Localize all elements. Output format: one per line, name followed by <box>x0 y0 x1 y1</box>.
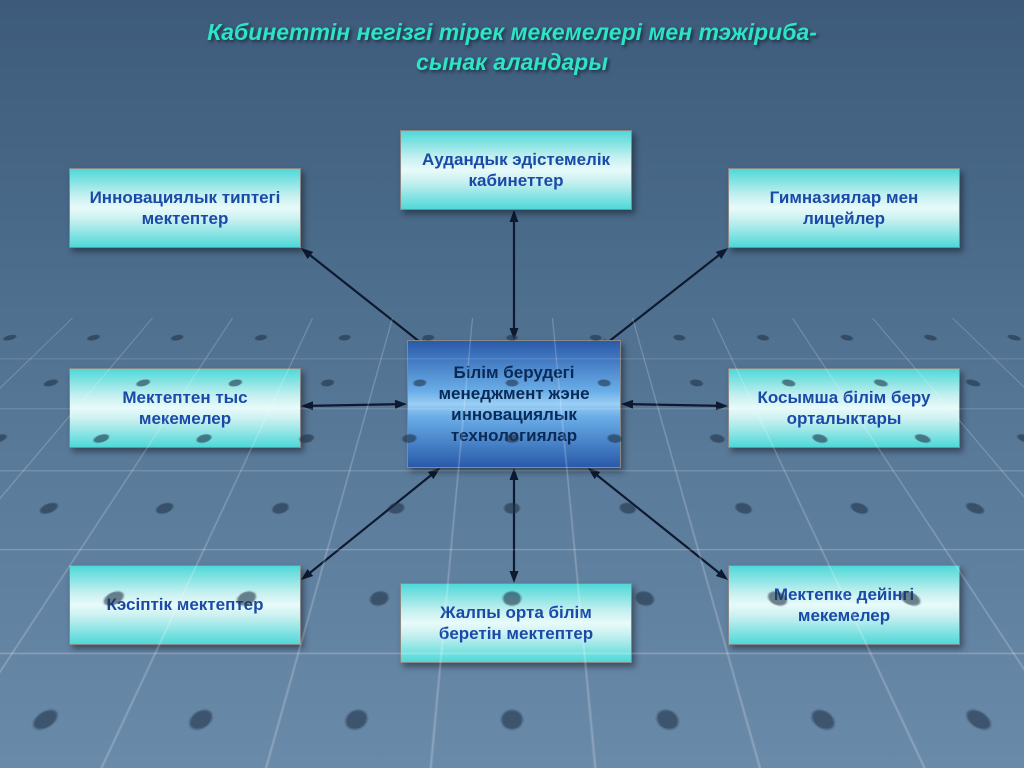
center-node-label: Білім берудегі менеджмент жэне инновация… <box>418 362 610 447</box>
node-label: Мектепке дейінгі мекемелер <box>739 584 949 627</box>
node-mid-left: Мектептен тыс мекемелер <box>69 368 301 448</box>
node-top-right: Гимназиялар мен лицейлер <box>728 168 960 248</box>
node-label: Инновациялык типтегi мектептер <box>80 187 290 230</box>
node-top-left: Инновациялык типтегi мектептер <box>69 168 301 248</box>
slide: Кабинеттін негізгі тірек мекемелері мен … <box>0 0 1024 768</box>
node-mid-right: Косымша білім беру орталыктары <box>728 368 960 448</box>
node-label: Косымша білім беру орталыктары <box>739 387 949 430</box>
node-label: Гимназиялар мен лицейлер <box>739 187 949 230</box>
node-bottom: Жалпы орта білім беретін мектептер <box>400 583 632 663</box>
title-line-2: сынак аландары <box>416 49 608 75</box>
node-bot-right: Мектепке дейінгі мекемелер <box>728 565 960 645</box>
node-label: Мектептен тыс мекемелер <box>80 387 290 430</box>
slide-title: Кабинеттін негізгі тірек мекемелері мен … <box>0 18 1024 78</box>
node-top: Аудандык эдістемелік кабинеттер <box>400 130 632 210</box>
node-label: Аудандык эдістемелік кабинеттер <box>411 149 621 192</box>
node-label: Кэсіптік мектептер <box>106 594 263 615</box>
node-bot-left: Кэсіптік мектептер <box>69 565 301 645</box>
center-node: Білім берудегі менеджмент жэне инновация… <box>407 340 621 468</box>
title-line-1: Кабинеттін негізгі тірек мекемелері мен … <box>207 19 817 45</box>
node-label: Жалпы орта білім беретін мектептер <box>411 602 621 645</box>
